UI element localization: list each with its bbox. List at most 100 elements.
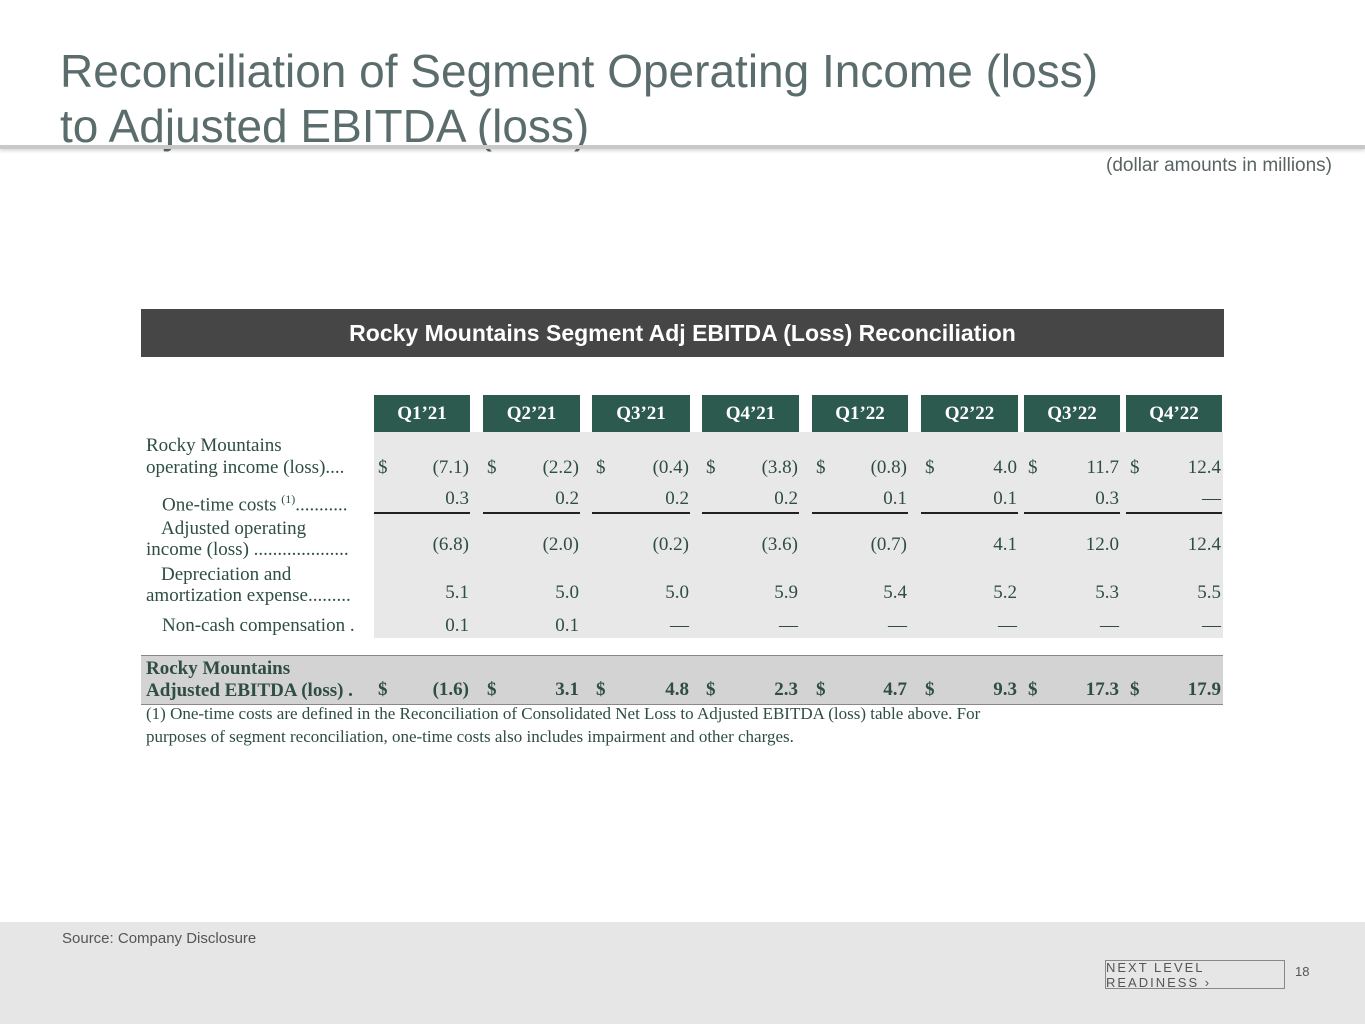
quarter-header: Q4’22 xyxy=(1126,395,1222,432)
table-cell-r0: (0.4) xyxy=(652,457,689,478)
table-cell-r3: 5.0 xyxy=(555,582,579,603)
subtotal-underline xyxy=(374,512,470,514)
table-cell-r2: (0.7) xyxy=(870,534,907,555)
row-label-total-2: Adjusted EBITDA (loss) . xyxy=(146,680,353,701)
table-cell-r3: 5.1 xyxy=(445,582,469,603)
currency-symbol: $ xyxy=(1028,457,1038,478)
subtotal-underline xyxy=(812,512,908,514)
currency-symbol: $ xyxy=(1130,457,1140,478)
table-cell-r1: 0.2 xyxy=(555,488,579,509)
table-cell-r2: (6.8) xyxy=(432,534,469,555)
subtotal-underline xyxy=(1024,512,1120,514)
quarter-header: Q3’22 xyxy=(1024,395,1120,432)
table-cell-r1: — xyxy=(1202,488,1221,509)
currency-symbol: $ xyxy=(816,679,826,700)
table-cell-r3: 5.5 xyxy=(1197,582,1221,603)
one-time-costs-dots: ........... xyxy=(295,494,348,516)
source-note: Source: Company Disclosure xyxy=(62,930,257,947)
row-label-adjusted-operating-2: income (loss) .................... xyxy=(146,539,349,560)
table-cell-r4: 0.1 xyxy=(555,615,579,636)
table-cell-r2: (2.0) xyxy=(542,534,579,555)
subtotal-underline xyxy=(1126,512,1222,514)
row-label-one-time-costs: One-time costs (1)........... xyxy=(162,488,348,516)
footnote-marker: (1) xyxy=(281,492,296,506)
table-cell-total: 4.7 xyxy=(883,679,907,700)
quarter-header: Q4’21 xyxy=(702,395,799,432)
currency-symbol: $ xyxy=(706,679,716,700)
currency-symbol: $ xyxy=(1130,679,1140,700)
table-cell-r2: (3.6) xyxy=(761,534,798,555)
row-label-total-1: Rocky Mountains xyxy=(146,658,291,679)
row-label-adjusted-operating-1: Adjusted operating xyxy=(161,518,307,539)
title-divider xyxy=(0,145,1365,149)
table-body-background xyxy=(374,432,1223,638)
table-cell-r2: 12.4 xyxy=(1187,534,1221,555)
table-cell-r4: 0.1 xyxy=(445,615,469,636)
row-label-operating-income-1: Rocky Mountains xyxy=(146,435,282,456)
currency-symbol: $ xyxy=(378,457,388,478)
table-cell-total: 3.1 xyxy=(555,679,579,700)
table-cell-r1: 0.2 xyxy=(665,488,689,509)
table-cell-r2: (0.2) xyxy=(652,534,689,555)
table-cell-r1: 0.1 xyxy=(993,488,1017,509)
row-label-non-cash-comp: Non-cash compensation . xyxy=(162,615,355,636)
currency-symbol: $ xyxy=(487,457,497,478)
table-cell-r2: 4.1 xyxy=(993,534,1017,555)
table-cell-r3: 5.4 xyxy=(883,582,907,603)
currency-symbol: $ xyxy=(706,457,716,478)
title-line-2: to Adjusted EBITDA (loss) xyxy=(60,100,590,152)
subtotal-underline xyxy=(921,512,1018,514)
page-number: 18 xyxy=(1295,964,1310,979)
row-label-depreciation-1: Depreciation and xyxy=(161,564,292,585)
table-cell-r4: — xyxy=(1100,615,1119,636)
table-cell-r1: 0.3 xyxy=(445,488,469,509)
one-time-costs-label: One-time costs xyxy=(162,494,282,516)
quarter-header: Q2’22 xyxy=(921,395,1018,432)
currency-symbol: $ xyxy=(487,679,497,700)
quarter-header: Q1’21 xyxy=(374,395,470,432)
table-cell-r4: — xyxy=(1202,615,1221,636)
table-cell-r4: — xyxy=(888,615,907,636)
footer-bar xyxy=(0,922,1365,1024)
currency-symbol: $ xyxy=(925,457,935,478)
subtotal-underline xyxy=(483,512,580,514)
table-cell-r3: 5.2 xyxy=(993,582,1017,603)
footnote-line-2: purposes of segment reconciliation, one-… xyxy=(146,727,794,746)
table-cell-r4: — xyxy=(670,615,689,636)
table-cell-r4: — xyxy=(779,615,798,636)
currency-symbol: $ xyxy=(596,457,606,478)
page-title: Reconciliation of Segment Operating Inco… xyxy=(60,44,1098,154)
currency-symbol: $ xyxy=(925,679,935,700)
table-cell-total: 17.3 xyxy=(1085,679,1119,700)
table-cell-total: 17.9 xyxy=(1187,679,1221,700)
title-line-1: Reconciliation of Segment Operating Inco… xyxy=(60,45,1099,97)
units-note: (dollar amounts in millions) xyxy=(1106,155,1332,176)
footnote: (1) One-time costs are defined in the Re… xyxy=(146,702,980,748)
currency-symbol: $ xyxy=(1028,679,1038,700)
table-cell-r1: 0.1 xyxy=(883,488,907,509)
table-cell-r2: 12.0 xyxy=(1085,534,1119,555)
quarter-header: Q2’21 xyxy=(483,395,580,432)
total-row-background xyxy=(141,655,1223,705)
quarter-header: Q3’21 xyxy=(592,395,690,432)
table-cell-total: 9.3 xyxy=(993,679,1017,700)
table-cell-r0: (0.8) xyxy=(870,457,907,478)
table-cell-r4: — xyxy=(998,615,1017,636)
table-banner: Rocky Mountains Segment Adj EBITDA (Loss… xyxy=(141,309,1224,357)
table-cell-r0: (2.2) xyxy=(542,457,579,478)
currency-symbol: $ xyxy=(596,679,606,700)
table-cell-r0: 12.4 xyxy=(1187,457,1221,478)
table-cell-r0: 4.0 xyxy=(993,457,1017,478)
table-cell-r1: 0.3 xyxy=(1095,488,1119,509)
subtotal-underline xyxy=(592,512,690,514)
table-cell-r0: (7.1) xyxy=(432,457,469,478)
table-cell-r3: 5.9 xyxy=(774,582,798,603)
row-label-operating-income-2: operating income (loss).... xyxy=(146,457,345,478)
table-cell-total: 4.8 xyxy=(665,679,689,700)
table-cell-r3: 5.0 xyxy=(665,582,689,603)
table-cell-r1: 0.2 xyxy=(774,488,798,509)
quarter-header: Q1’22 xyxy=(812,395,908,432)
table-cell-r0: 11.7 xyxy=(1086,457,1119,478)
next-level-readiness-badge: NEXT LEVEL READINESS › xyxy=(1105,960,1285,990)
table-cell-total: 2.3 xyxy=(774,679,798,700)
